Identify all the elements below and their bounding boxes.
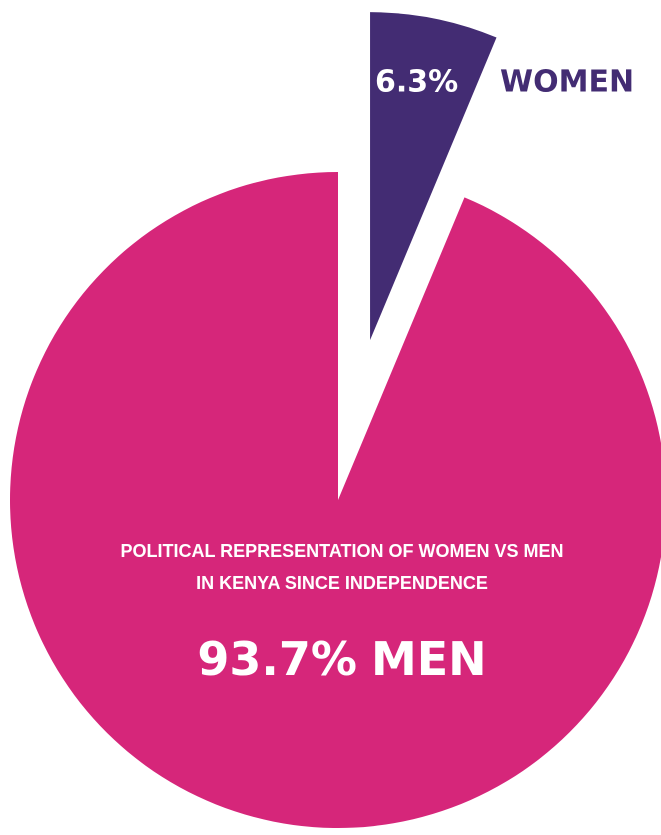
pie-slice	[10, 172, 661, 828]
value-label: 93.7%	[197, 632, 357, 686]
pie	[10, 12, 661, 828]
men-label: 93.7% MEN	[197, 632, 486, 686]
category-label: WOMEN	[500, 65, 634, 100]
chart-title-line: IN KENYA SINCE INDEPENDENCE	[196, 573, 488, 593]
pie-slice	[370, 12, 497, 341]
value-label: 6.3%	[375, 65, 458, 100]
chart-title-line: POLITICAL REPRESENTATION OF WOMEN VS MEN	[120, 541, 563, 561]
category-label: MEN	[371, 632, 487, 686]
